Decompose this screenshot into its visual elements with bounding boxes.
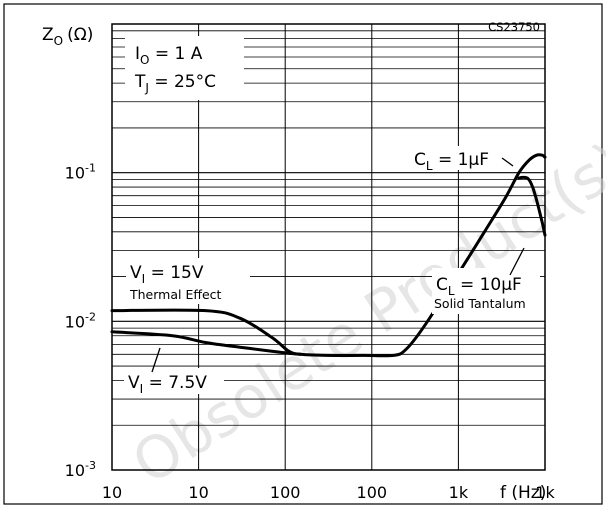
- annotation-cl-1uf: CL = 1μF: [414, 150, 489, 173]
- annotation-cl-10uf: CL = 10μF: [436, 275, 522, 298]
- y-axis-label-sub: O: [54, 34, 63, 48]
- leader-cl-10uf: [509, 247, 525, 276]
- leader-vi-7-5v: [151, 347, 161, 373]
- chart-frame: [3, 3, 603, 505]
- conditions-box: [125, 36, 244, 100]
- series-line-1: [517, 175, 547, 237]
- y-tick-label: 10-2: [65, 310, 96, 331]
- annotation-thermal-effect: Thermal Effect: [129, 287, 222, 302]
- condition-tj: TJ = 25°C: [134, 72, 216, 95]
- annotation-solid-tantalum: Solid Tantalum: [434, 296, 526, 311]
- annotation-bg: [432, 268, 540, 314]
- annotation-vi-15v: VI = 15V: [130, 263, 204, 286]
- series-curves: [110, 153, 547, 358]
- annotation-bg: [124, 368, 224, 394]
- y-axis-label-unit: (Ω): [67, 25, 93, 45]
- x-tick-label: 10: [102, 483, 122, 502]
- condition-io: IO = 1 A: [135, 44, 203, 67]
- series-line-2: [110, 330, 302, 356]
- y-axis-label-main: Z: [42, 25, 54, 45]
- x-tick-label: 100: [357, 483, 388, 502]
- figure-code: CS23750: [488, 20, 540, 34]
- series-line-0: [110, 153, 547, 358]
- y-tick-label: 10-3: [65, 459, 96, 480]
- x-axis-label: f (Hz): [500, 483, 546, 503]
- x-tick-label: 10: [188, 483, 208, 502]
- svg-text:ZO(Ω): ZO (Ω): [42, 25, 93, 48]
- x-tick-label: 100: [270, 483, 301, 502]
- y-axis-label: ZO (Ω): [42, 25, 93, 48]
- leader-cl-1uf: [501, 157, 514, 167]
- annotation-bg: [412, 146, 512, 170]
- annotation-bg: [126, 258, 250, 304]
- annotation-vi-7-5v: VI = 7.5V: [128, 373, 207, 396]
- plot-area-border: [111, 23, 546, 471]
- x-tick-label: 1k: [449, 483, 469, 502]
- y-tick-label: 10-1: [65, 162, 96, 183]
- tick-labels: 10 10 100 100 1k 1k 10-3 10-2 10-1: [65, 162, 556, 502]
- x-tick-label: 1k: [535, 483, 555, 502]
